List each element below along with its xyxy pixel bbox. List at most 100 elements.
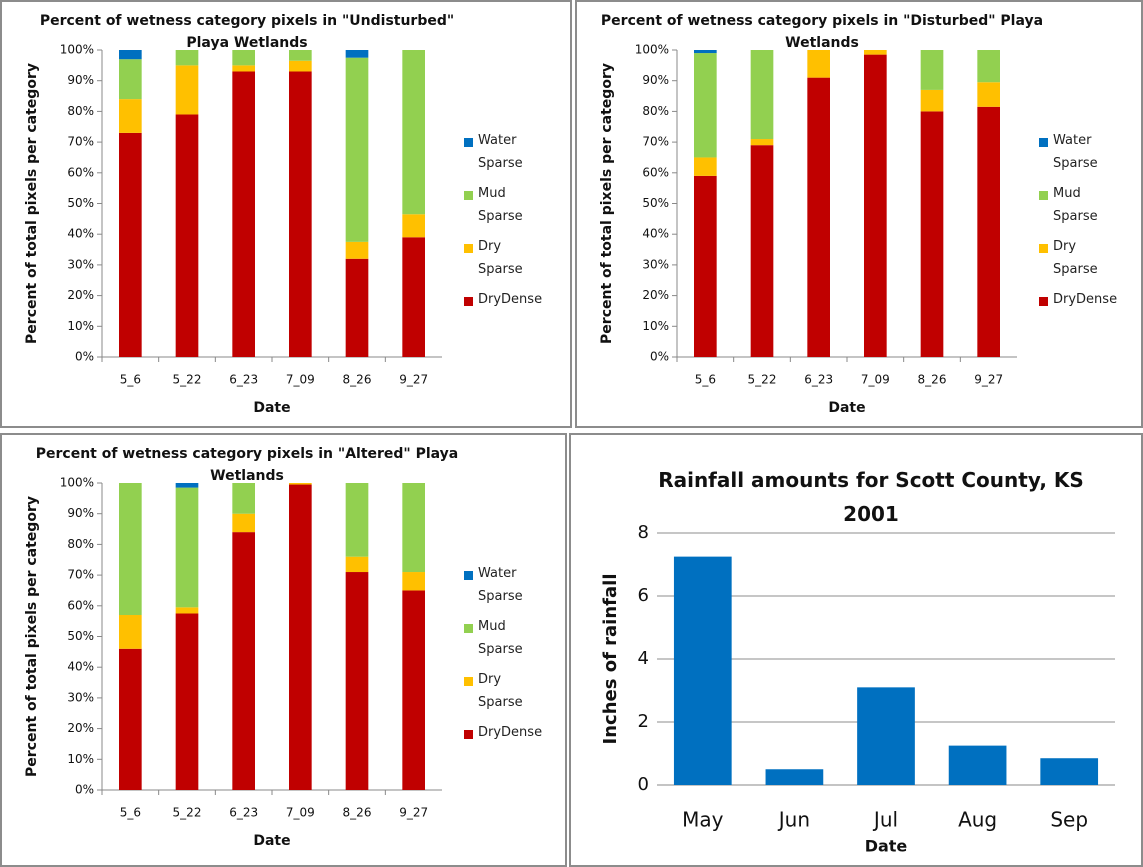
y-tick-label: 60% bbox=[67, 165, 94, 179]
y-tick-label: 8 bbox=[638, 522, 649, 543]
bar-segment bbox=[119, 483, 142, 616]
bar-segment bbox=[694, 53, 717, 158]
chart-title: Percent of wetness category pixels in "A… bbox=[35, 446, 459, 484]
y-tick-label: 10% bbox=[67, 319, 94, 333]
legend-label: Water Sparse bbox=[1053, 133, 1098, 171]
legend-label: Mud Sparse bbox=[478, 186, 523, 224]
x-tick-label: 6_23 bbox=[804, 373, 833, 387]
y-tick-label: 70% bbox=[67, 568, 94, 582]
x-tick-label: 7_09 bbox=[286, 806, 315, 820]
y-tick-label: 90% bbox=[642, 73, 669, 87]
x-tick-label: Sep bbox=[1050, 808, 1088, 832]
y-tick-label: 100% bbox=[60, 43, 94, 57]
legend-item: DryDense bbox=[464, 292, 542, 311]
legend: Water Sparse Mud Sparse Dry Sparse DryDense bbox=[1039, 133, 1118, 323]
bar-segment bbox=[920, 111, 944, 358]
y-tick-label: 40% bbox=[67, 660, 94, 674]
legend-label: Mud Sparse bbox=[1053, 186, 1098, 224]
legend-item: Dry Sparse bbox=[464, 672, 536, 714]
bar-segment bbox=[175, 65, 199, 115]
bar-segment bbox=[289, 60, 312, 72]
x-tick-label: 5_22 bbox=[173, 373, 202, 387]
y-tick-label: 100% bbox=[60, 476, 94, 490]
y-tick-label: 20% bbox=[67, 721, 94, 735]
bar-segment bbox=[232, 532, 255, 790]
chart-panel: 0 2 4 6 8 May Jun Jul Aug Sep Date Inches of rainfa… bbox=[569, 433, 1143, 867]
bar-segment bbox=[345, 483, 369, 557]
legend-swatch bbox=[464, 624, 473, 633]
legend-label: Dry Sparse bbox=[478, 672, 523, 710]
legend-swatch bbox=[464, 677, 473, 686]
bar-segment bbox=[289, 71, 312, 358]
x-tick-label: 5_6 bbox=[120, 806, 141, 820]
x-axis-label: Date bbox=[865, 837, 908, 856]
bar-segment bbox=[232, 50, 255, 66]
y-tick-label: 70% bbox=[67, 135, 94, 149]
legend-item: Water Sparse bbox=[464, 133, 536, 175]
y-tick-label: 50% bbox=[67, 196, 94, 210]
y-tick-label: 80% bbox=[67, 104, 94, 118]
legend-item: DryDense bbox=[464, 725, 542, 744]
y-tick-label: 20% bbox=[67, 288, 94, 302]
legend-label: DryDense bbox=[1053, 292, 1118, 307]
y-tick-label: 0% bbox=[650, 350, 669, 364]
bar-segment bbox=[694, 50, 717, 54]
y-tick-label: 0% bbox=[75, 350, 94, 364]
y-tick-label: 30% bbox=[67, 257, 94, 271]
legend-swatch bbox=[1039, 138, 1048, 147]
bar-segment bbox=[119, 615, 142, 649]
x-tick-label: May bbox=[682, 808, 724, 832]
bar-segment bbox=[402, 50, 425, 215]
bar-segment bbox=[289, 483, 312, 485]
bar-segment bbox=[345, 241, 369, 259]
bar-segment bbox=[175, 613, 199, 790]
x-tick-label: 6_23 bbox=[229, 806, 258, 820]
bar-segment bbox=[402, 483, 425, 573]
bar-segment bbox=[402, 590, 425, 790]
y-tick-label: 80% bbox=[642, 104, 669, 118]
legend-label: DryDense bbox=[478, 725, 543, 740]
x-tick-label: 7_09 bbox=[286, 373, 315, 387]
bar-segment bbox=[750, 145, 774, 357]
bar-segment bbox=[345, 57, 369, 242]
bar-segment bbox=[232, 65, 255, 72]
y-tick-label: 10% bbox=[67, 752, 94, 766]
x-tick-label: 8_26 bbox=[343, 806, 372, 820]
y-tick-label: 80% bbox=[67, 537, 94, 551]
bar-segment bbox=[289, 484, 312, 790]
y-tick-label: 40% bbox=[642, 227, 669, 241]
bar-segment bbox=[119, 132, 142, 357]
chart: 0% 10% 20% 30% 40% 50% 60% 70% 80% 90% 100% 5_6 5_22… bbox=[24, 43, 442, 416]
bar bbox=[1040, 758, 1099, 785]
x-tick-label: 9_27 bbox=[974, 373, 1003, 387]
y-tick-label: 70% bbox=[642, 135, 669, 149]
y-tick-label: 50% bbox=[642, 196, 669, 210]
bar bbox=[857, 687, 915, 785]
x-tick-label: 5_22 bbox=[748, 373, 777, 387]
chart-title: Percent of wetness category pixels in "D… bbox=[600, 13, 1044, 51]
chart: 0 2 4 6 8 May Jun Jul Aug Sep Date Inches of rainfa… bbox=[600, 522, 1115, 856]
legend-label: Water Sparse bbox=[478, 566, 523, 604]
y-tick-label: 0% bbox=[75, 783, 94, 797]
y-axis-label: Percent of total pixels per category bbox=[24, 63, 40, 344]
x-axis-label: Date bbox=[253, 400, 290, 416]
legend-label: Dry Sparse bbox=[1053, 239, 1098, 277]
legend-item: Dry Sparse bbox=[464, 239, 536, 281]
chart-title: Rainfall amounts for Scott County, KS 20… bbox=[658, 468, 1084, 526]
legend-item: Water Sparse bbox=[1039, 133, 1111, 175]
y-tick-label: 20% bbox=[642, 288, 669, 302]
y-tick-label: 60% bbox=[67, 598, 94, 612]
bar-segment bbox=[175, 483, 199, 488]
legend: Water Sparse Mud Sparse Dry Sparse DryDense bbox=[464, 566, 542, 756]
bar-segment bbox=[345, 556, 369, 573]
x-tick-label: 9_27 bbox=[399, 373, 428, 387]
bar-segment bbox=[119, 648, 142, 790]
bar-segment bbox=[977, 106, 1000, 357]
bar-segment bbox=[750, 50, 774, 140]
x-tick-label: 5_6 bbox=[120, 373, 141, 387]
legend-item: Mud Sparse bbox=[464, 619, 536, 661]
bar-segment bbox=[175, 607, 199, 614]
bar-segment bbox=[807, 77, 830, 357]
legend-item: Mud Sparse bbox=[464, 186, 536, 228]
